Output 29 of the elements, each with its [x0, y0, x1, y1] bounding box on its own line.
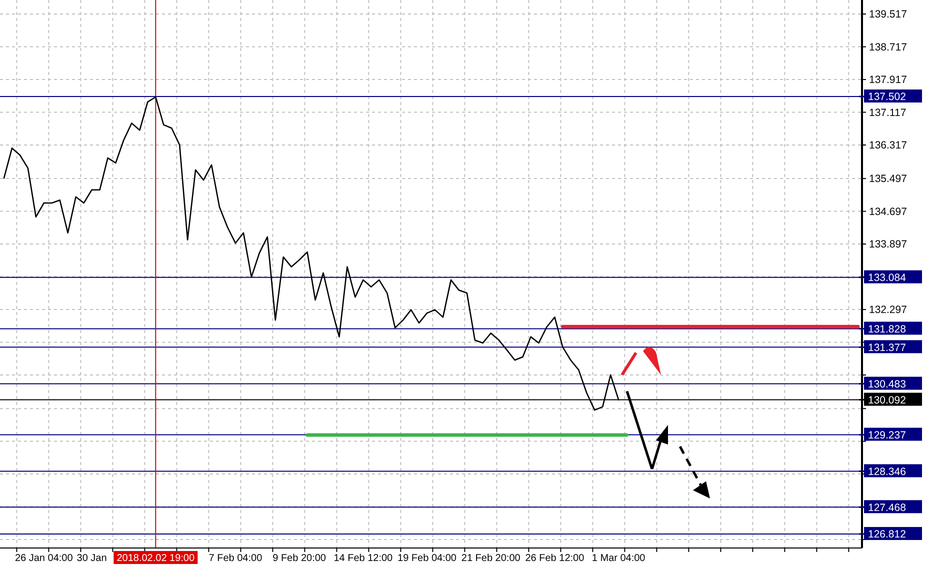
y-tick-label: 137.117	[869, 106, 906, 119]
y-tick-label: 137.917	[869, 74, 908, 86]
y-tick-label: 136.317	[869, 140, 908, 152]
ref-line-label: 130.483	[868, 378, 906, 390]
ref-line-label: 131.828	[868, 323, 906, 336]
y-tick-label: 135.497	[869, 173, 908, 186]
x-tick-label: 21 Feb 20:00	[461, 553, 521, 564]
x-tick-label: 9 Feb 20:00	[272, 553, 326, 564]
x-tick-label: 2018.02.02 19:00	[116, 553, 195, 564]
ref-line-label: 126.812	[868, 528, 906, 541]
y-tick-label: 132.297	[869, 304, 908, 316]
ref-line-label: 128.346	[868, 466, 906, 478]
x-tick-label: 30 Jan	[76, 553, 107, 564]
ref-line-label: 133.084	[868, 272, 906, 284]
y-tick-label: 133.897	[869, 238, 908, 251]
ref-line-label: 127.468	[868, 502, 906, 514]
y-tick-label: 139.517	[869, 8, 908, 21]
ref-line-label: 129.237	[868, 429, 906, 442]
x-tick-label: 26 Jan 04:00	[14, 553, 74, 564]
x-tick-label: 7 Feb 04:00	[208, 553, 263, 564]
x-tick-label: 26 Feb 12:00	[525, 553, 585, 564]
x-tick-label: 19 Feb 04:00	[398, 553, 457, 564]
ref-line-label: 130.092	[868, 394, 906, 406]
y-tick-label: 138.717	[869, 41, 908, 54]
x-tick-label: 14 Feb 12:00	[334, 553, 394, 564]
x-tick-label: 1 Mar 04:00	[592, 553, 646, 564]
y-tick-label: 134.697	[869, 206, 908, 218]
ref-line-label: 137.502	[868, 91, 906, 104]
ref-line-label: 131.377	[868, 342, 906, 354]
